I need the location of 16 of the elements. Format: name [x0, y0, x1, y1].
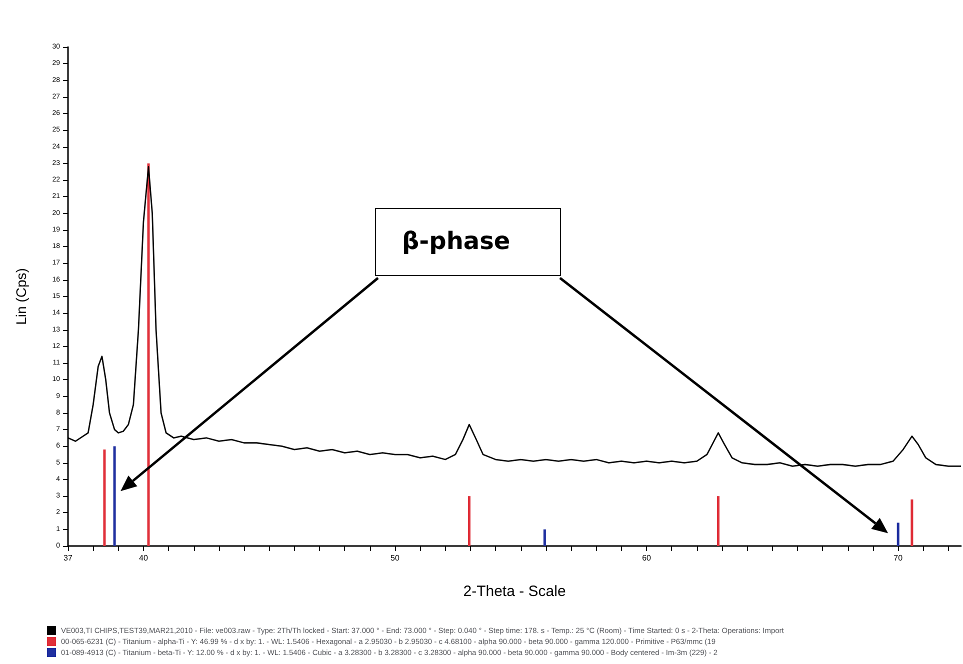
x-tick-label: 37	[64, 554, 73, 562]
bar	[717, 496, 720, 546]
bar	[113, 446, 116, 546]
bar	[896, 522, 900, 546]
x-axis-title: 2-Theta - Scale	[463, 583, 566, 600]
x-tick-label: 70	[894, 554, 904, 562]
bar	[468, 496, 470, 546]
x-tick-label: 40	[139, 554, 148, 562]
bar	[147, 163, 150, 546]
x-tick-label: 60	[642, 554, 652, 562]
bar	[910, 499, 914, 546]
x-tick-label: 50	[390, 554, 400, 562]
bar	[543, 529, 546, 546]
y-axis-title: Lin (Cps)	[13, 268, 29, 325]
text-box: β-phase	[375, 208, 561, 276]
bar	[103, 450, 106, 546]
